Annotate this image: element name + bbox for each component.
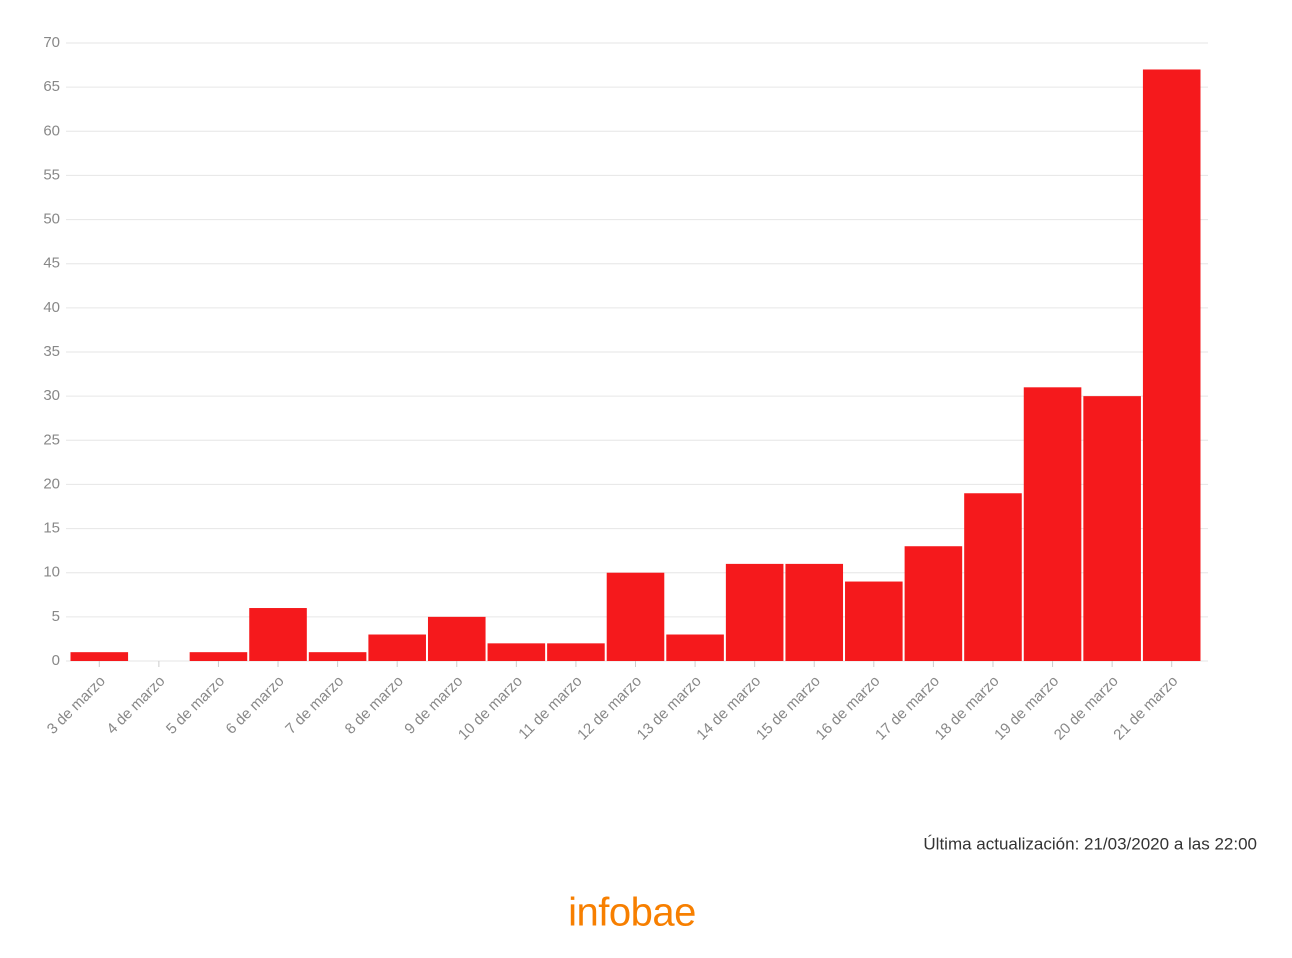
x-tick-label: 6 de marzo — [223, 673, 288, 738]
x-tick-label: 5 de marzo — [163, 673, 228, 738]
y-tick-label: 10 — [43, 564, 60, 581]
y-tick-label: 55 — [43, 166, 60, 183]
x-tick-label: 7 de marzo — [282, 673, 347, 738]
y-tick-label: 60 — [43, 122, 60, 139]
y-tick-label: 35 — [43, 343, 60, 360]
bar — [189, 652, 248, 661]
bar — [904, 546, 963, 661]
y-tick-label: 0 — [52, 652, 60, 669]
bar — [1142, 69, 1201, 661]
bar — [606, 572, 665, 661]
x-tick-label: 4 de marzo — [103, 673, 168, 738]
y-tick-label: 15 — [43, 520, 60, 537]
y-tick-label: 50 — [43, 211, 60, 228]
source-logo: infobae — [568, 891, 696, 935]
bar — [666, 634, 724, 661]
x-tick-label: 8 de marzo — [342, 673, 407, 738]
bar — [487, 643, 546, 661]
update-note: Última actualización: 21/03/2020 a las 2… — [923, 834, 1257, 853]
bar — [427, 616, 486, 661]
bar — [785, 563, 844, 661]
bar — [1023, 387, 1082, 661]
y-tick-label: 45 — [43, 255, 60, 272]
y-tick-label: 70 — [43, 34, 60, 51]
x-tick-label: 21 de marzo — [1110, 673, 1181, 744]
bar — [845, 581, 903, 661]
y-tick-label: 65 — [43, 78, 60, 95]
x-tick-label: 10 de marzo — [455, 673, 526, 744]
bar — [964, 493, 1022, 661]
bar — [547, 643, 605, 661]
y-tick-label: 40 — [43, 299, 60, 316]
bar — [368, 634, 426, 661]
y-tick-label: 30 — [43, 387, 60, 404]
bar — [1083, 396, 1141, 661]
bar — [70, 652, 129, 661]
y-tick-label: 25 — [43, 431, 60, 448]
y-tick-label: 20 — [43, 475, 60, 492]
bar — [308, 652, 367, 661]
bar — [725, 563, 784, 661]
y-tick-label: 5 — [52, 608, 60, 625]
x-tick-label: 3 de marzo — [44, 673, 109, 738]
bar — [249, 608, 307, 661]
x-tick-label: 9 de marzo — [401, 673, 466, 738]
